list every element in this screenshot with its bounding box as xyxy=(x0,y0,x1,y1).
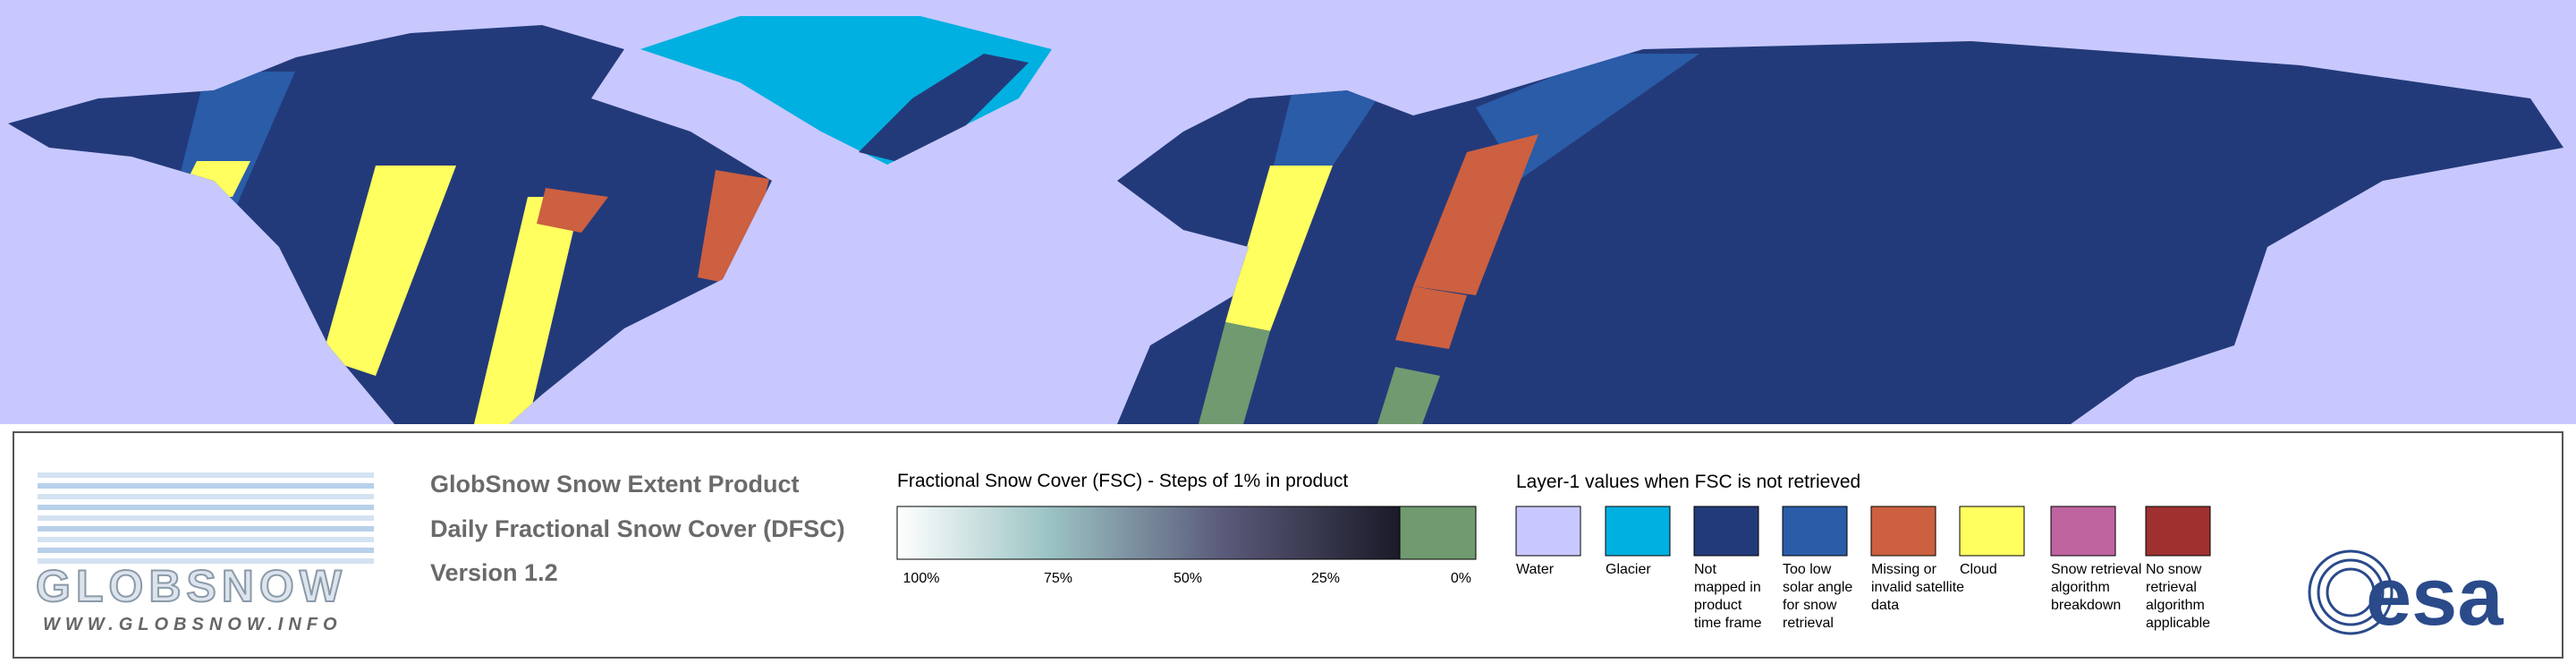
stripe xyxy=(38,558,374,564)
greenland-south xyxy=(859,54,1029,161)
agency-name: esa xyxy=(2366,551,2504,642)
class-label: invalid satellite xyxy=(1871,580,1964,595)
class-label: time frame xyxy=(1694,616,1762,631)
class-label: No snow xyxy=(2146,562,2202,577)
stripe xyxy=(38,505,374,510)
esa-emblem xyxy=(2308,549,2394,635)
logo-stripes xyxy=(38,472,374,564)
class-label: Glacier xyxy=(1606,562,1651,577)
logo-url: WWW.GLOBSNOW.INFO xyxy=(43,615,343,634)
class-swatch xyxy=(2050,506,2116,557)
class-label: breakdown xyxy=(2051,598,2121,613)
fsc-title: Fractional Snow Cover (FSC) - Steps of 1… xyxy=(897,471,1348,491)
class-label: algorithm xyxy=(2051,580,2110,595)
class-swatch xyxy=(1959,506,2025,557)
class-swatch xyxy=(1693,506,1759,557)
class-label: Snow retrieval xyxy=(2051,562,2141,577)
stripe xyxy=(38,537,374,542)
stripe xyxy=(38,515,374,521)
class-label: retrieval xyxy=(2146,580,2197,595)
fsc-label: 75% xyxy=(1044,571,1072,586)
stripe xyxy=(38,494,374,499)
class-swatch xyxy=(1605,506,1671,557)
product-line: Daily Fractional Snow Cover (DFSC) xyxy=(430,515,845,542)
class-label: Not xyxy=(1694,562,1716,577)
class-label: data xyxy=(1871,598,1899,613)
stripe xyxy=(38,548,374,553)
fsc-label: 50% xyxy=(1174,571,1202,586)
class-label: Water xyxy=(1516,562,1555,577)
class-swatch xyxy=(2145,506,2211,557)
class-swatch xyxy=(1782,506,1848,557)
fsc-label: 100% xyxy=(903,571,940,586)
fsc-label: 25% xyxy=(1311,571,1340,586)
class-label: Cloud xyxy=(1960,562,1997,577)
class-label: Too low xyxy=(1783,562,1832,577)
class-swatch xyxy=(1515,506,1581,557)
product-line: GlobSnow Snow Extent Product xyxy=(430,471,800,498)
fsc-colorbar xyxy=(896,506,1401,560)
class-label: solar angle xyxy=(1783,580,1852,595)
class-label: algorithm xyxy=(2146,598,2205,613)
class-label: for snow xyxy=(1783,598,1837,613)
class-label: applicable xyxy=(2146,616,2210,631)
class-label: retrieval xyxy=(1783,616,1834,631)
logo-name: GLOBSNOW xyxy=(36,561,347,611)
stripe xyxy=(38,526,374,532)
stripe xyxy=(38,472,374,478)
product-line: Version 1.2 xyxy=(430,559,558,586)
class-label: Missing or xyxy=(1871,562,1937,577)
layer1-title: Layer-1 values when FSC is not retrieved xyxy=(1516,472,1860,492)
fsc-label: 0% xyxy=(1451,571,1471,586)
class-label: product xyxy=(1694,598,1742,613)
fsc-zero xyxy=(1399,506,1477,560)
stripe xyxy=(38,483,374,489)
class-label: mapped in xyxy=(1694,580,1761,595)
class-swatch xyxy=(1870,506,1936,557)
